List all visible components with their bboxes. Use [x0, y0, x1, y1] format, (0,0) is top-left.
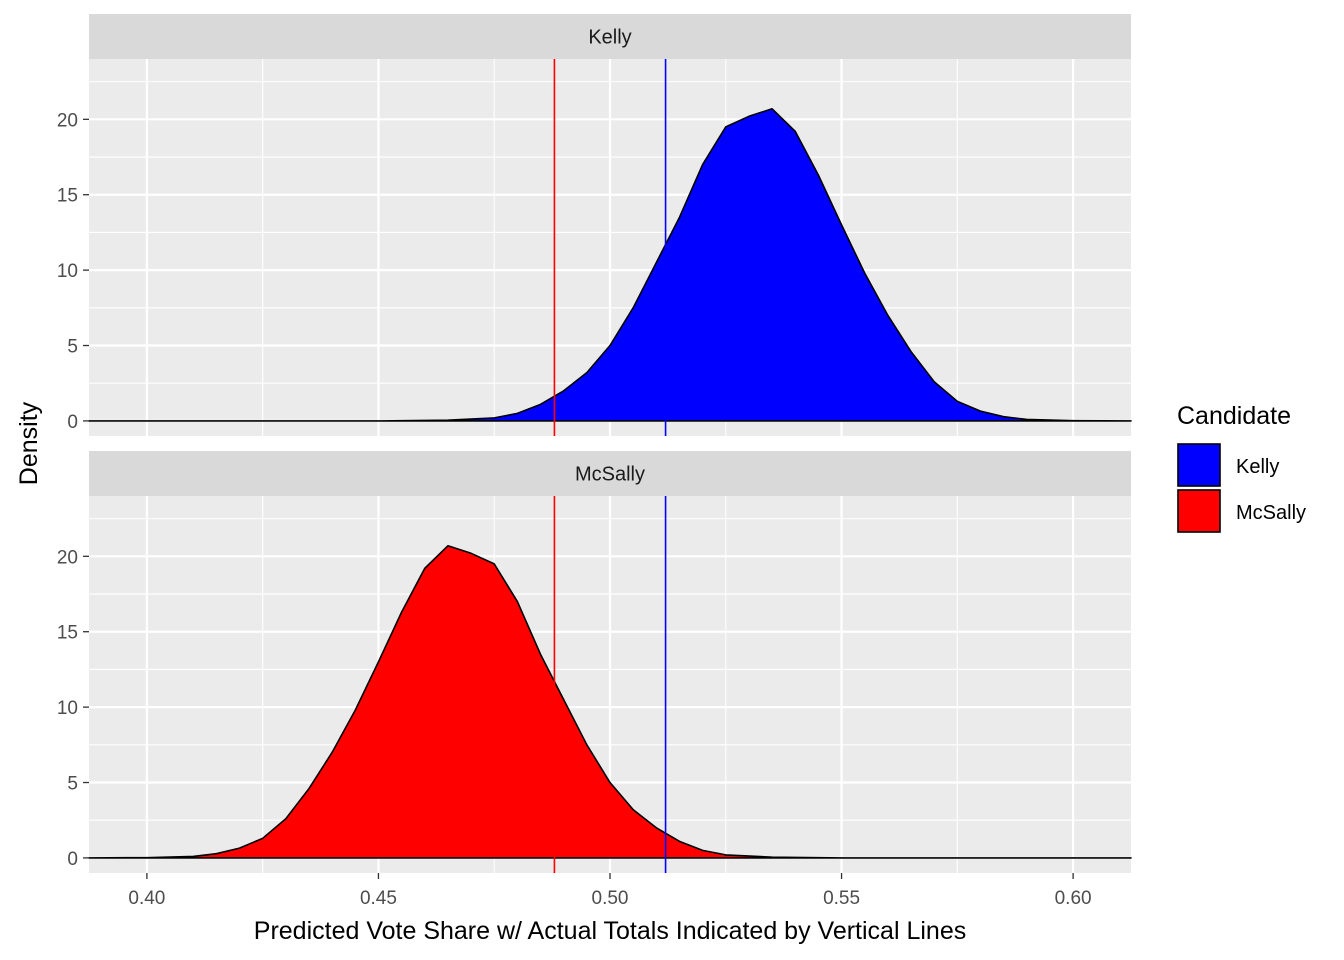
y-axis-bottom: 0 5 10 15 20: [57, 547, 89, 870]
y-axis-title: Density: [15, 401, 43, 485]
density-area-mcsally: [88, 544, 1132, 859]
x-axis-title: Predicted Vote Share w/ Actual Totals In…: [254, 917, 966, 945]
legend-key-mcsally: [1177, 489, 1221, 533]
x-tick-label: 0.60: [1055, 888, 1092, 909]
panel-mcsally: McSally 0 5 10 15 20: [57, 451, 1132, 873]
actual-total-lines: [553, 496, 667, 873]
strip-label-kelly: Kelly: [588, 27, 631, 49]
y-tick-label: 0: [67, 412, 78, 433]
x-axis: 0.40 0.45 0.50 0.55 0.60: [128, 873, 1092, 909]
y-axis-top: 0 5 10 15 20: [57, 110, 89, 433]
legend-label-mcsally: McSally: [1236, 502, 1306, 524]
y-tick-label: 10: [57, 698, 78, 719]
x-tick-label: 0.55: [823, 888, 860, 909]
legend-title: Candidate: [1177, 402, 1291, 430]
x-tick-label: 0.40: [128, 888, 165, 909]
y-tick-label: 5: [67, 337, 78, 358]
panel-kelly: Kelly 0 5 10 15 20: [57, 14, 1132, 436]
x-tick-label: 0.50: [592, 888, 629, 909]
legend: Candidate Kelly McSally: [1177, 402, 1306, 533]
actual-total-lines: [553, 59, 667, 436]
x-tick-label: 0.45: [360, 888, 397, 909]
y-tick-label: 20: [57, 110, 78, 131]
strip-label-mcsally: McSally: [575, 464, 645, 486]
y-tick-label: 0: [67, 849, 78, 870]
y-tick-label: 5: [67, 774, 78, 795]
y-tick-label: 20: [57, 547, 78, 568]
strip-background: [89, 14, 1131, 59]
legend-label-kelly: Kelly: [1236, 456, 1279, 478]
y-tick-label: 10: [57, 261, 78, 282]
y-tick-label: 15: [57, 623, 78, 644]
legend-key-kelly: [1177, 443, 1221, 487]
y-tick-label: 15: [57, 186, 78, 207]
strip-background: [89, 451, 1131, 496]
density-area-kelly: [88, 107, 1132, 422]
